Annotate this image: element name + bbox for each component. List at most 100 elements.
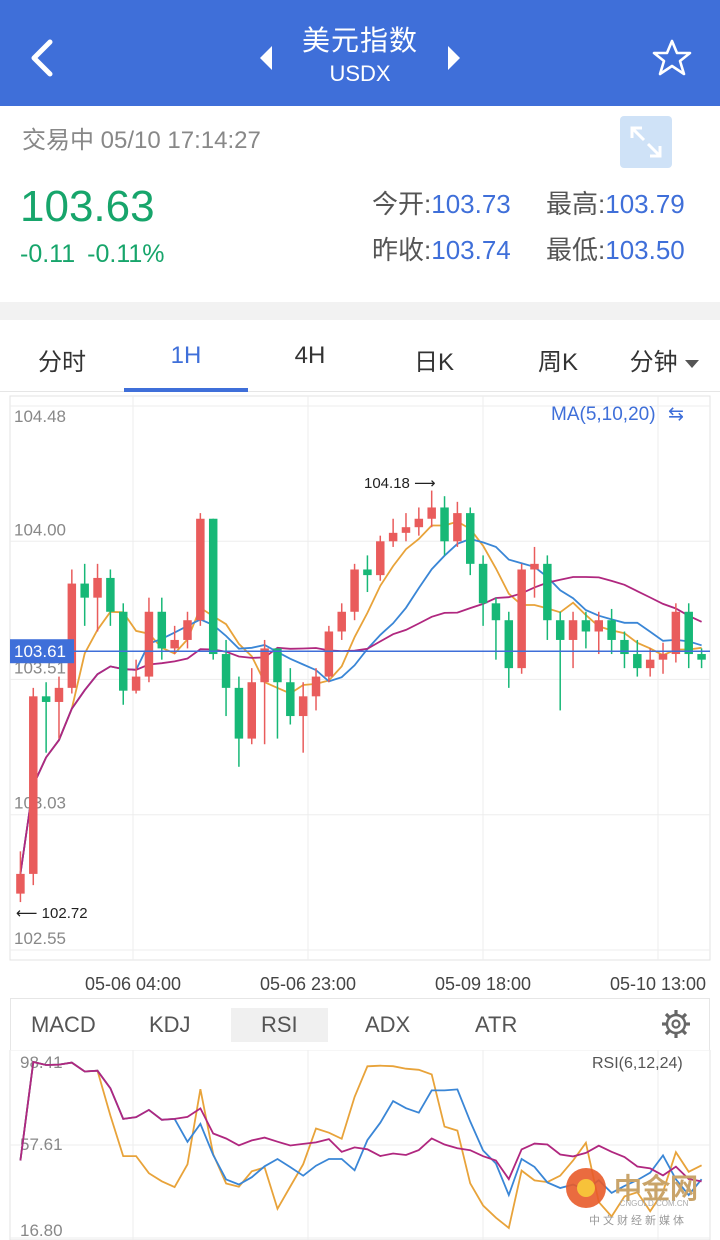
candle-body (298, 696, 308, 717)
active-tab-indicator (124, 388, 248, 392)
tab-daily[interactable]: 日K (413, 349, 454, 376)
candle-body (337, 611, 346, 632)
tab-weekly[interactable]: 周K (537, 349, 578, 376)
ma-legend: MA(5,10,20) (551, 404, 656, 425)
y-tick-label: 104.48 (14, 407, 66, 426)
fullscreen-button[interactable] (620, 116, 672, 168)
candle-body (414, 518, 424, 528)
candle-body (260, 648, 269, 683)
candle-body (16, 873, 25, 894)
candle-body (530, 563, 539, 570)
candle-body (388, 532, 398, 542)
low-label: 最低: (546, 235, 606, 265)
candle-body (453, 513, 462, 542)
y-tick-label: 103.03 (14, 794, 66, 813)
chevron-left-icon[interactable] (24, 36, 60, 80)
candle-body (144, 611, 154, 677)
tab-intraday[interactable]: 分时 (38, 349, 86, 376)
tab-1h[interactable]: 1H (170, 342, 202, 369)
y-tick-label: 104.00 (14, 520, 66, 539)
x-tick-label: 05-10 13:00 (610, 974, 706, 994)
header-bar: 美元指数 USDX (0, 0, 720, 106)
low-value: 103.50 (605, 235, 685, 265)
tab-minutes[interactable]: 分钟 (610, 342, 720, 377)
open-value: 103.73 (431, 189, 511, 219)
caret-down-icon (685, 359, 700, 368)
high-value: 103.79 (605, 189, 685, 219)
prev-close-label: 昨收: (372, 235, 432, 265)
price-change: -0.11 -0.11% (20, 240, 177, 269)
rsi-legend: RSI(6,12,24) (592, 1055, 683, 1072)
candle-body (671, 611, 681, 655)
title-block: 美元指数 USDX (250, 22, 470, 88)
rsi-chart[interactable]: 98.41 57.61 16.80 RSI(6,12,24) (0, 1049, 720, 1240)
high-stat: 最高:103.79 (546, 184, 685, 221)
triangle-right-icon[interactable] (444, 44, 464, 72)
candle-body (311, 676, 321, 697)
tab-rsi[interactable]: RSI (231, 1008, 328, 1042)
triangle-left-icon[interactable] (256, 44, 276, 72)
candle-body (29, 696, 38, 874)
watermark-logo: 中金网 CNGOLD.COM.CN 中文财经新媒体 (562, 1166, 712, 1232)
tab-adx[interactable]: ADX (365, 1012, 411, 1037)
min-price-label: ⟵ 102.72 (16, 905, 88, 922)
price-chart[interactable]: 104.48 104.00 103.51 103.03 102.55 05-06 04:… (0, 392, 720, 1000)
candle-body (440, 507, 449, 542)
candle-body (196, 518, 205, 621)
moving-average-lines (19, 520, 702, 875)
candle-body (645, 659, 655, 669)
watermark-tagline: 中文财经新媒体 (589, 1213, 687, 1227)
indicator-tabs: MACD KDJ RSI ADX ATR (10, 998, 710, 1050)
tab-atr[interactable]: ATR (475, 1012, 518, 1037)
star-outline-icon[interactable] (652, 38, 692, 78)
candle-body (491, 603, 501, 621)
x-tick-label: 05-06 04:00 (85, 974, 181, 994)
candle-body (363, 569, 372, 576)
tab-4h[interactable]: 4H (294, 342, 326, 369)
candle-body (208, 518, 218, 655)
candle-body (607, 620, 616, 640)
candle-body (324, 631, 334, 677)
change-value: -0.11 (20, 240, 76, 268)
candle-body (54, 687, 64, 702)
candle-body (247, 682, 257, 739)
candle-body (620, 639, 629, 655)
candle-body (183, 620, 192, 640)
tab-kdj[interactable]: KDJ (149, 1012, 191, 1037)
candle-body (80, 583, 89, 598)
candle-body (286, 682, 295, 717)
candle-body (401, 527, 411, 533)
gear-icon[interactable] (661, 1009, 691, 1039)
candle-body (427, 507, 436, 519)
prev-close-stat: 昨收:103.74 (372, 230, 511, 267)
high-label: 最高: (546, 189, 606, 219)
candle-body (543, 563, 552, 621)
candle-body (131, 676, 141, 691)
quote-panel: 交易中 05/10 17:14:27 103.63 -0.11 -0.11% 今开… (0, 106, 720, 302)
candle-body (633, 654, 642, 669)
ma5-line (19, 520, 702, 875)
candle-body (273, 648, 282, 683)
candle-body (350, 569, 359, 612)
candle-body (684, 611, 693, 655)
candle-body (157, 611, 167, 649)
section-divider (0, 302, 720, 320)
period-tabs: 分时 1H 4H 日K 周K 分钟 (0, 320, 720, 392)
rsi-tick-low: 16.80 (20, 1221, 63, 1240)
candle-body (67, 583, 77, 688)
open-stat: 今开:103.73 (372, 184, 511, 221)
x-axis-labels: 05-06 04:00 05-06 23:00 05-09 18:00 05-10 1… (85, 974, 706, 994)
current-price-label: 103.61 (14, 642, 66, 661)
tab-macd[interactable]: MACD (31, 1012, 96, 1037)
candle-body (478, 563, 488, 604)
x-tick-label: 05-09 18:00 (435, 974, 531, 994)
page-title: 美元指数 (301, 25, 418, 56)
rsi-tick-high: 98.41 (20, 1053, 63, 1072)
candle-body (555, 620, 565, 640)
cngold-logo-icon: 中金网 CNGOLD.COM.CN 中文财经新媒体 (566, 1168, 698, 1227)
candle-body (234, 687, 244, 739)
candle-body (41, 696, 51, 702)
candle-body (93, 577, 102, 598)
change-percent: -0.11% (87, 240, 165, 268)
